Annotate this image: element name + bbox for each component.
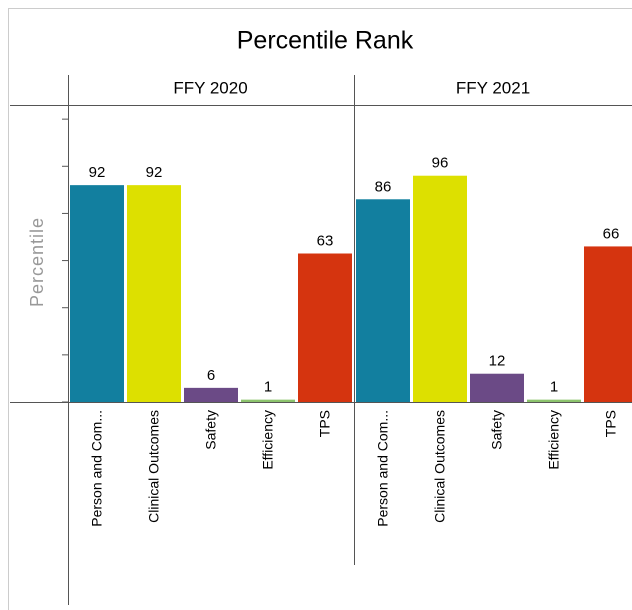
facet-header: FFY 2020 [173, 78, 247, 97]
data-label: 6 [207, 367, 215, 384]
x-tick-label: Person and Com... [375, 410, 391, 527]
facet-header: FFY 2021 [456, 78, 530, 97]
data-label: 1 [550, 379, 558, 396]
data-label: 92 [146, 164, 163, 181]
x-tick-label: TPS [603, 410, 619, 437]
bar [584, 246, 632, 402]
bar [184, 387, 238, 402]
data-label: 63 [317, 232, 334, 249]
bar [241, 399, 295, 402]
x-tick-label: Person and Com... [89, 410, 105, 527]
x-tick-label: Efficiency [546, 410, 562, 470]
data-label: 96 [432, 155, 449, 172]
x-tick-label: Clinical Outcomes [432, 410, 448, 523]
y-axis-label: Percentile [27, 217, 47, 307]
bar [127, 185, 181, 402]
data-label: 12 [489, 353, 506, 370]
data-label: 1 [264, 379, 272, 396]
bar [413, 175, 467, 402]
bar [70, 185, 124, 402]
data-label: 86 [375, 178, 392, 195]
bar [356, 199, 410, 402]
data-label: 66 [603, 225, 620, 242]
bar [298, 253, 352, 402]
x-tick-label: Safety [489, 410, 505, 450]
x-tick-label: Efficiency [260, 410, 276, 470]
x-tick-label: TPS [317, 410, 333, 437]
chart-title: Percentile Rank [237, 27, 414, 55]
bar [527, 399, 581, 402]
bar [470, 373, 524, 402]
data-label: 92 [89, 164, 106, 181]
x-tick-label: Safety [203, 410, 219, 450]
x-tick-label: Clinical Outcomes [146, 410, 162, 523]
